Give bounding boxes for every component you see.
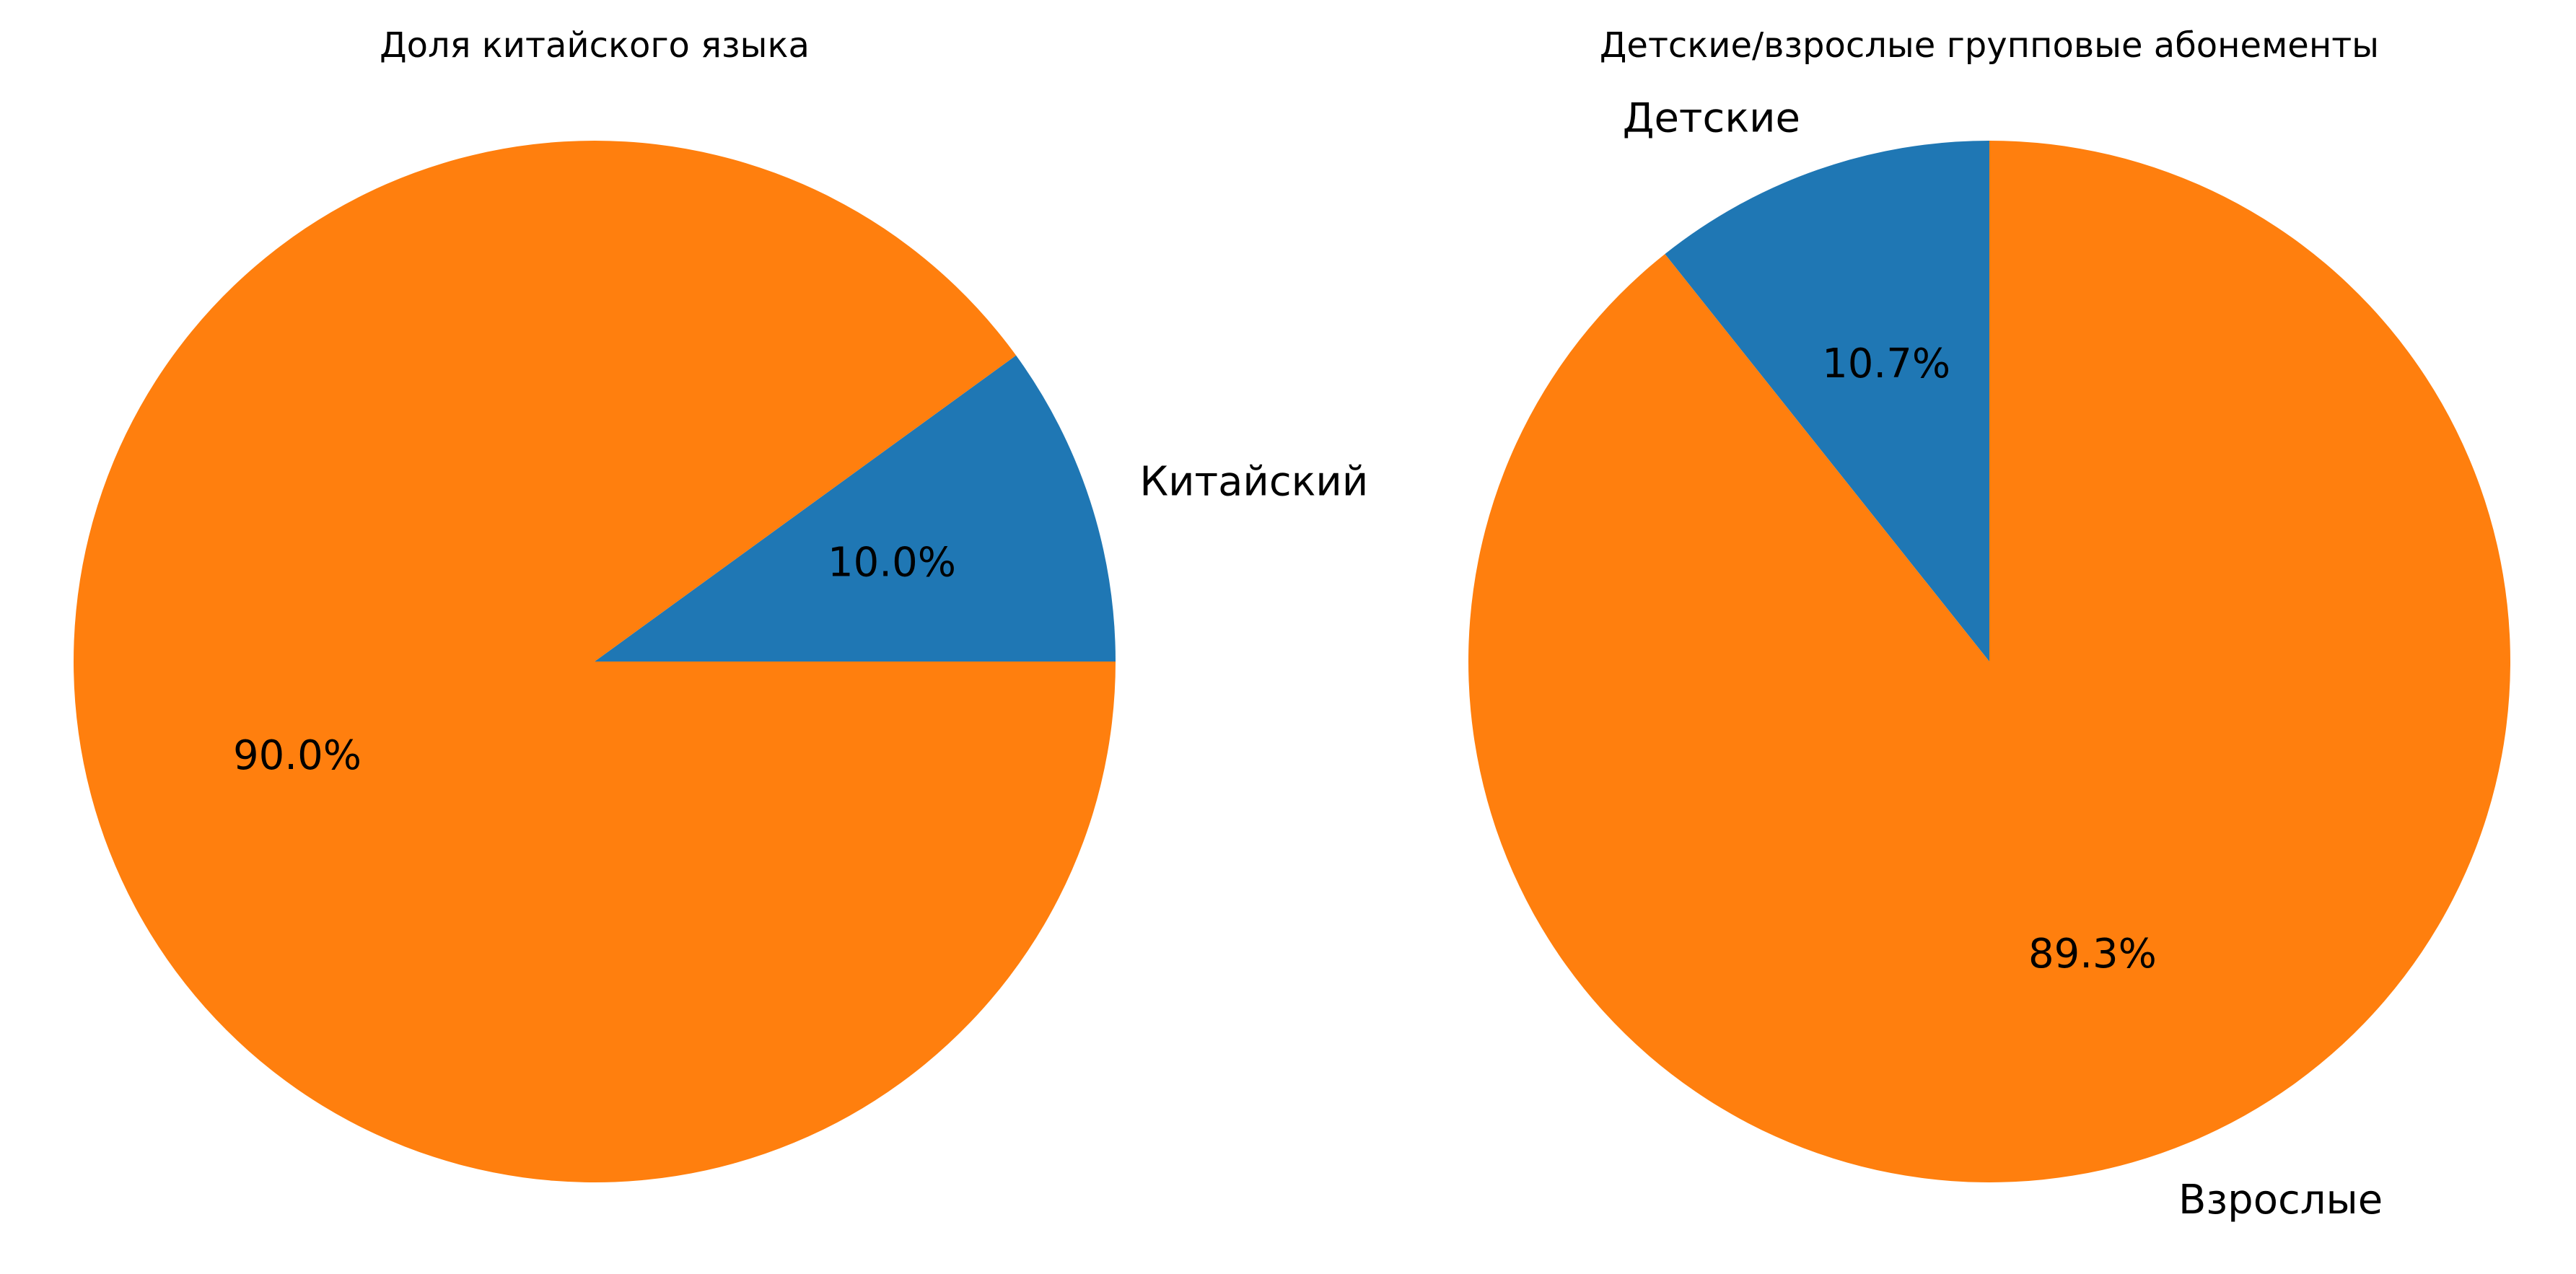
chart-title: Детские/взрослые групповые абонементы <box>1600 25 2379 66</box>
slice-category-label: Детские <box>1623 95 1800 141</box>
slice-percent-label: 10.0% <box>828 539 956 586</box>
pie-slice <box>73 141 1116 1183</box>
pie-chart-group-subscriptions: 10.7% Детские 89.3% Взрослые Детские/взрослы… <box>1468 25 2511 1224</box>
slice-category-label: Китайский <box>1139 459 1368 506</box>
slice-percent-label: 10.7% <box>1822 341 1950 387</box>
chart-title: Доля китайского языка <box>380 25 810 66</box>
pie-chart-chinese-share: 10.0% Китайский 90.0% Доля китайского языка <box>73 25 1368 1183</box>
slice-category-label: Взрослые <box>2178 1177 2383 1224</box>
slice-percent-label: 90.0% <box>233 732 362 779</box>
pie-slice <box>1468 141 2511 1182</box>
pie-slice <box>595 355 1116 662</box>
pie-slice <box>1665 141 1989 662</box>
slice-percent-label: 89.3% <box>2028 931 2157 978</box>
